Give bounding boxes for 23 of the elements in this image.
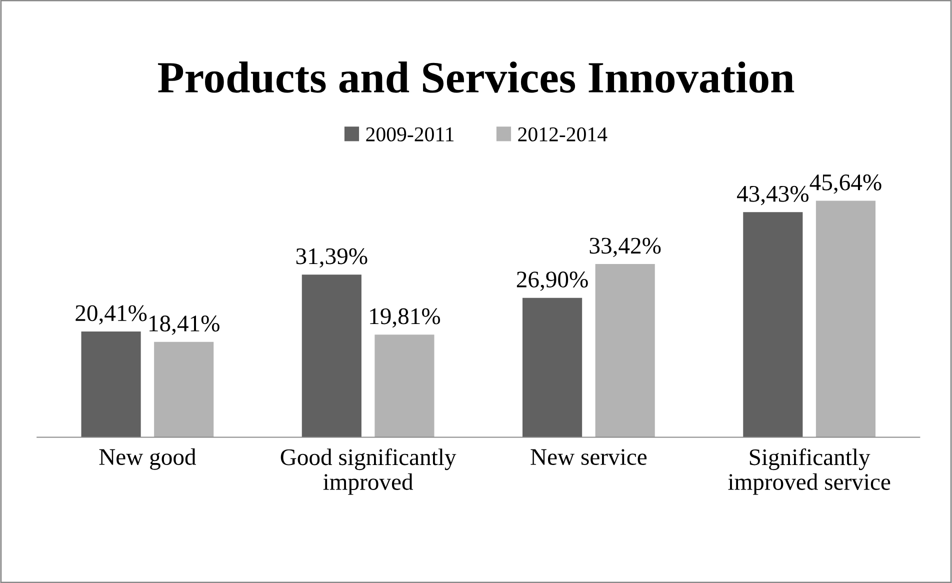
bar xyxy=(302,274,362,438)
data-label: 31,39% xyxy=(296,248,368,268)
bar xyxy=(816,200,876,438)
x-tick-label: Good significantly improved xyxy=(280,448,456,495)
data-label: 18,41% xyxy=(150,316,220,335)
legend-label: 2009-2011 xyxy=(366,127,454,142)
data-label: 43,43% xyxy=(736,186,809,206)
bar xyxy=(154,342,214,438)
bar xyxy=(743,212,803,438)
x-tick-label: New service xyxy=(530,449,647,465)
bar xyxy=(81,331,141,438)
data-label: 19,81% xyxy=(370,308,440,328)
x-tick-label: New good xyxy=(99,448,196,470)
data-label: 33,42% xyxy=(590,238,661,258)
legend-label: 2012-2014 xyxy=(518,127,608,142)
x-tick-label: Significantly improved service xyxy=(728,448,890,495)
bar xyxy=(374,334,434,438)
data-label: 26,90% xyxy=(516,272,588,291)
data-label: 20,41% xyxy=(76,305,147,325)
bar xyxy=(595,264,655,438)
data-label: 45,64% xyxy=(810,174,882,194)
bar xyxy=(522,298,582,438)
chart-title: Products and Services Innovation xyxy=(158,61,794,93)
